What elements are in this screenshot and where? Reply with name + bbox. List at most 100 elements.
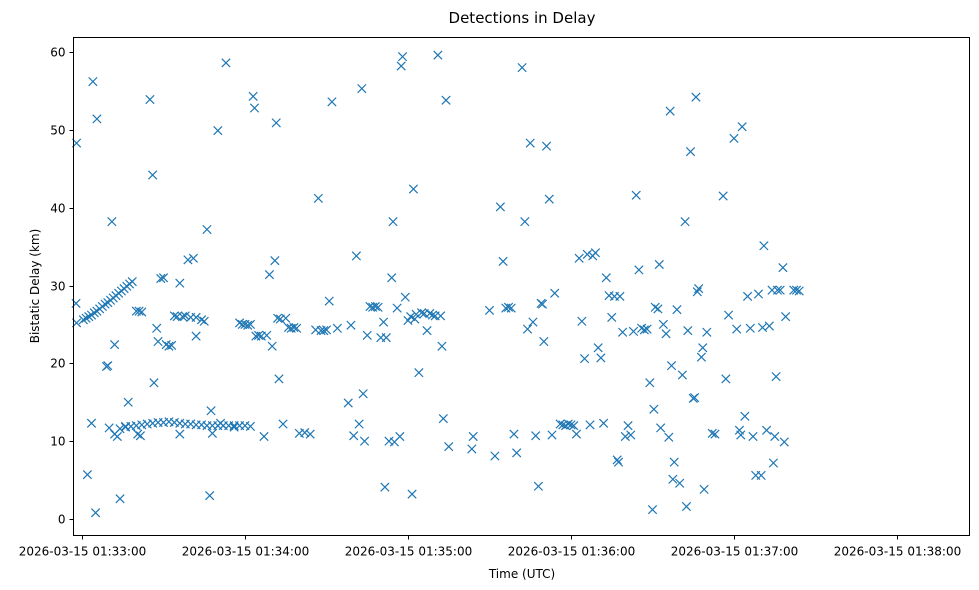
data-point: [779, 437, 789, 447]
data-point: [512, 448, 522, 458]
data-point: [623, 420, 633, 431]
data-point: [191, 331, 201, 341]
data-point: [649, 404, 659, 414]
data-point: [528, 317, 538, 327]
data-point: [541, 141, 552, 151]
data-point: [650, 302, 660, 312]
data-point: [631, 190, 641, 200]
data-point: [205, 491, 215, 501]
data-point: [771, 371, 781, 382]
data-point: [349, 431, 359, 441]
data-point: [183, 255, 193, 265]
data-point: [169, 311, 179, 321]
data-point: [654, 259, 664, 270]
data-point: [167, 340, 177, 351]
data-point: [249, 103, 260, 113]
data-point: [319, 326, 329, 336]
data-point: [764, 321, 774, 331]
data-point: [694, 283, 704, 294]
data-point: [158, 273, 169, 283]
data-point: [427, 310, 438, 320]
data-point: [685, 147, 696, 157]
data-point: [498, 256, 508, 266]
y-axis-label: Bistatic Delay (km): [28, 229, 42, 344]
data-point: [441, 95, 451, 105]
data-point: [675, 478, 685, 488]
y-tick-label: 40: [50, 202, 65, 216]
data-point: [321, 325, 332, 335]
data-point: [780, 312, 791, 322]
y-axis-ticks: 0 10 20 30 40 50 60: [50, 46, 74, 527]
data-point: [264, 269, 275, 280]
data-point: [191, 312, 201, 323]
data-point: [81, 313, 91, 323]
data-point: [234, 318, 245, 328]
data-point: [407, 489, 417, 499]
data-point: [115, 424, 125, 434]
x-tick-label: 2026-03-15 01:34:00: [182, 545, 309, 559]
data-point: [620, 431, 630, 442]
data-point: [668, 474, 678, 484]
data-point: [770, 431, 780, 442]
data-point: [206, 406, 216, 416]
data-point: [135, 431, 146, 441]
data-point: [718, 191, 728, 201]
data-point: [537, 299, 548, 309]
data-point: [414, 368, 424, 378]
data-point: [582, 249, 592, 259]
data-point: [601, 273, 611, 283]
data-point: [145, 94, 155, 105]
data-point: [710, 429, 720, 439]
data-point: [305, 429, 315, 439]
data-point: [665, 106, 675, 116]
data-point: [506, 303, 516, 313]
data-point: [373, 302, 383, 312]
x-tick-label: 2026-03-15 01:38:00: [834, 545, 961, 559]
data-point: [736, 430, 746, 440]
data-point: [653, 304, 663, 314]
data-point: [180, 311, 190, 321]
data-point: [615, 291, 625, 302]
data-point: [425, 308, 435, 319]
data-point: [327, 97, 337, 107]
data-point: [370, 301, 381, 312]
data-point: [188, 253, 199, 263]
data-point: [740, 411, 750, 421]
x-axis-ticks: 2026-03-15 01:33:00 2026-03-15 01:34:00 20…: [19, 535, 961, 559]
data-point: [585, 420, 595, 430]
data-point: [590, 248, 601, 258]
data-point: [579, 354, 590, 364]
data-point: [152, 323, 162, 333]
y-tick-label: 0: [58, 513, 66, 527]
data-point: [262, 330, 272, 340]
data-point: [672, 305, 682, 315]
data-point: [533, 481, 544, 491]
data-point: [683, 326, 693, 336]
data-point: [699, 484, 709, 495]
data-point: [467, 444, 477, 454]
data-point: [696, 352, 707, 362]
data-point: [574, 253, 584, 263]
data-point: [772, 285, 783, 295]
data-point: [778, 262, 788, 273]
data-point: [92, 114, 102, 124]
data-point: [359, 436, 370, 446]
data-point: [732, 324, 742, 334]
data-point: [357, 83, 367, 94]
data-point: [354, 419, 364, 429]
data-point: [351, 251, 362, 261]
data-point: [509, 429, 519, 439]
data-point: [681, 501, 692, 512]
data-point: [768, 458, 779, 468]
data-point: [794, 286, 804, 296]
data-point: [411, 309, 421, 319]
data-point: [381, 333, 391, 343]
data-point: [90, 508, 101, 518]
data-point: [202, 224, 212, 235]
data-point: [468, 431, 478, 442]
data-point: [164, 341, 174, 351]
data-point: [278, 419, 288, 429]
data-point: [107, 217, 117, 227]
x-tick-label: 2026-03-15 01:33:00: [19, 545, 146, 559]
data-point: [149, 378, 159, 388]
